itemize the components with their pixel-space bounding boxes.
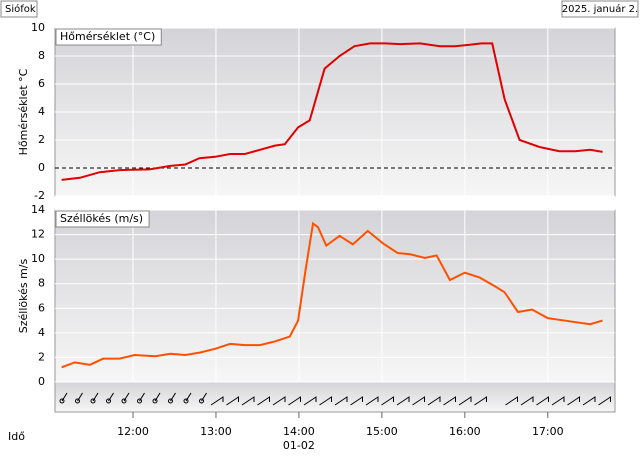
wind-barb [92, 392, 99, 402]
wind-barb [288, 396, 301, 406]
location-box [0, 0, 38, 18]
wind-barb [61, 392, 68, 402]
wind-barb [139, 392, 145, 402]
wind-barb [319, 396, 332, 406]
wind-barb-strip [54, 381, 616, 413]
wind-barb [168, 398, 173, 404]
x-tick-label: 13:00 [200, 425, 232, 438]
date-box [561, 0, 639, 18]
x-tick-label: 14:00 [283, 425, 315, 438]
y-tick-label: 6 [38, 77, 45, 90]
wind-barb [396, 396, 410, 406]
x-tick-label: 17:00 [532, 425, 564, 438]
wind-barb [458, 396, 472, 406]
y-tick-label: 4 [38, 105, 45, 118]
wind-barb [90, 398, 96, 404]
wind-barb [170, 392, 176, 402]
panel-title-box [55, 210, 150, 228]
y-tick-label: 4 [38, 326, 45, 339]
y-tick-label: 10 [31, 21, 45, 34]
wind-barb [123, 392, 130, 402]
wind-barb [303, 396, 317, 406]
panel-title-box [55, 28, 162, 46]
wind-barb [443, 396, 456, 406]
wind-barb [226, 396, 239, 406]
temperature-line [61, 221, 603, 369]
wind-barb [152, 398, 158, 404]
y-axis-title: Széllökés m/s [17, 258, 30, 333]
y-tick-label: 2 [38, 133, 45, 146]
wind-barb [154, 392, 161, 402]
x-tick-label: 12:00 [117, 425, 149, 438]
y-tick-label: 8 [38, 49, 45, 62]
wind-barb [582, 396, 596, 406]
wind-barb [520, 396, 534, 406]
wind-barb [505, 396, 518, 406]
wind-barb [272, 396, 286, 406]
wind-barb [381, 396, 394, 406]
location: Siófok [5, 3, 36, 15]
y-tick-label: 0 [38, 375, 45, 388]
x-tick-label: 15:00 [366, 425, 398, 438]
wind-barb [567, 396, 580, 406]
panel-title: Hőmérséklet (°C) [60, 30, 155, 43]
y-tick-label: 6 [38, 301, 45, 314]
wind-barb [59, 398, 65, 404]
y-tick-label: 2 [38, 350, 45, 363]
wind-barb [106, 398, 111, 404]
wind-barb [334, 396, 348, 406]
date: 2025. január 2. [562, 3, 638, 15]
wind-barb [75, 398, 80, 404]
panel-title: Széllökés (m/s) [60, 212, 143, 225]
y-tick-label: 8 [38, 277, 45, 290]
wind-barb [551, 396, 565, 406]
x-tick-label: 16:00 [449, 425, 481, 438]
wind-barb [365, 396, 379, 406]
wind-barb [474, 396, 487, 406]
wind-barb [210, 396, 224, 406]
wind-barb [183, 398, 189, 404]
wind-barb [108, 392, 114, 402]
wind-barb [199, 398, 204, 404]
y-tick-label: 10 [31, 252, 45, 265]
wind-barb [185, 392, 192, 402]
x-axis-title: Idő [8, 430, 25, 443]
wind-barb [598, 396, 611, 406]
wind-barb [412, 396, 425, 406]
y-tick-label: 14 [31, 203, 45, 216]
wind-barb [536, 396, 549, 406]
wind-barb [241, 396, 255, 406]
wind-barb [427, 396, 441, 406]
wind-barb [121, 398, 127, 404]
wind-barb [77, 392, 83, 402]
y-tick-label: -2 [34, 189, 45, 202]
wind-barb [257, 396, 270, 406]
y-tick-label: 12 [31, 228, 45, 241]
wind-barb [201, 392, 207, 402]
wind-barb [350, 396, 363, 406]
wind-barb [137, 398, 142, 404]
date-label: 01-02 [283, 439, 315, 452]
y-axis-title: Hőmérséklet °C [17, 68, 30, 155]
temperature-line [61, 42, 603, 181]
y-tick-label: 0 [38, 161, 45, 174]
